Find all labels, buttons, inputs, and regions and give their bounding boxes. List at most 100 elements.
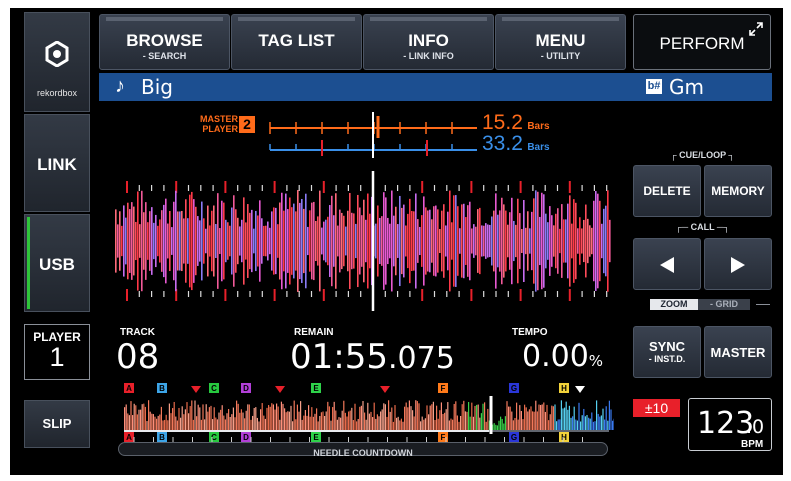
waveform-bar <box>591 227 593 255</box>
tab-tag-list[interactable]: TAG LIST <box>231 14 362 70</box>
master-player-badge: 2 <box>239 116 255 133</box>
zoom-grid-indicator[interactable]: ZOOM - GRID <box>650 299 754 310</box>
master-button[interactable]: MASTER <box>704 326 772 378</box>
waveform-bar <box>459 228 461 254</box>
waveform-bar <box>529 228 531 254</box>
overview-bar <box>157 415 159 430</box>
overview-bar <box>136 414 138 430</box>
overview-bar <box>562 408 564 430</box>
overview-bar <box>519 405 521 430</box>
overview-bar <box>242 412 244 430</box>
overview-bar <box>453 403 455 430</box>
tab-info-label: INFO <box>408 31 449 50</box>
overview-bar <box>325 411 327 430</box>
overview-bar <box>194 400 196 430</box>
overview-bar <box>143 403 145 430</box>
overview-bar <box>402 421 404 430</box>
slip-button[interactable]: SLIP <box>24 400 90 448</box>
memory-button[interactable]: MEMORY <box>704 165 772 217</box>
overview-bar <box>504 416 506 430</box>
tab-info[interactable]: INFO - LINK INFO <box>363 14 494 70</box>
waveform-bar <box>535 190 537 292</box>
tab-top-bar <box>238 17 355 21</box>
call-next-button[interactable] <box>704 238 772 290</box>
overview-bar <box>500 416 502 430</box>
overview-bar <box>140 409 142 430</box>
overview-bar <box>175 416 177 430</box>
rekordbox-button[interactable]: rekordbox <box>24 12 90 112</box>
usb-button[interactable]: USB <box>24 214 90 312</box>
waveform-bar <box>487 224 489 258</box>
hot-cue-marker-top <box>559 383 569 393</box>
overview-bar <box>423 419 425 430</box>
waveform-bar <box>219 228 221 254</box>
overview-bar <box>260 409 262 430</box>
perform-button[interactable]: PERFORM <box>633 14 771 70</box>
waveform-bar <box>257 215 259 267</box>
overview-bar <box>292 421 294 430</box>
overview-bar <box>540 405 542 430</box>
waveform-bar <box>211 210 213 272</box>
call-prev-button[interactable] <box>633 238 701 290</box>
waveform-bar <box>285 193 287 289</box>
waveform-bar <box>403 204 405 278</box>
waveform-bar <box>129 209 131 273</box>
waveform-bar <box>495 193 497 289</box>
overview-bar <box>552 406 554 430</box>
overview-bar <box>544 411 546 430</box>
waveform-bar <box>593 200 595 282</box>
waveform-bar <box>291 207 293 275</box>
remain-label: REMAIN <box>294 327 334 338</box>
tab-browse[interactable]: BROWSE - SEARCH <box>99 14 230 70</box>
needle-countdown-bar[interactable]: NEEDLE COUNTDOWN <box>118 442 608 458</box>
waveform-bar <box>167 223 169 259</box>
overview-bar <box>138 409 140 430</box>
link-button[interactable]: LINK <box>24 114 90 212</box>
waveform-bar <box>405 225 407 257</box>
waveform-bar <box>237 217 239 265</box>
waveform-bar <box>423 196 425 286</box>
waveform-bar <box>147 222 149 260</box>
overview-bar <box>376 414 378 430</box>
waveform-bar <box>231 207 233 275</box>
this-bars-value: 33.2 <box>482 132 523 155</box>
waveform-bar <box>337 225 339 257</box>
overview-bar <box>255 407 257 430</box>
call-title-text: CALL <box>690 222 715 232</box>
waveform-bar <box>241 219 243 263</box>
overview-bar <box>228 408 230 430</box>
waveform-bar <box>347 210 349 272</box>
overview-bar <box>176 420 178 430</box>
waveform-bar <box>173 201 175 281</box>
overview-bar <box>373 402 375 430</box>
tab-menu[interactable]: MENU - UTILITY <box>495 14 626 70</box>
overview-bar <box>247 404 249 430</box>
overview-bar <box>167 420 169 430</box>
waveform-bar <box>121 225 123 257</box>
overview-bar <box>378 416 380 430</box>
sync-button[interactable]: SYNC - INST.D. <box>633 326 701 378</box>
waveform-bar <box>419 226 421 256</box>
cdj-screen: rekordbox LINK USB PLAYER 1 SLIP BROWSE … <box>10 8 783 475</box>
delete-button[interactable]: DELETE <box>633 165 701 217</box>
zoom-divider <box>756 304 770 305</box>
overview-bar <box>600 415 602 430</box>
overview-bar <box>245 410 247 430</box>
waveform-bar <box>333 215 335 267</box>
waveform-bar <box>315 220 317 262</box>
overview-bar <box>372 417 374 430</box>
waveform-bar <box>251 209 253 273</box>
overview-bar <box>168 403 170 430</box>
overview-bar <box>484 402 486 430</box>
waveform-bar <box>545 213 547 269</box>
waveform-bar <box>355 223 357 259</box>
overview-bar <box>277 406 279 430</box>
overview-bar <box>312 416 314 430</box>
waveform-bar <box>199 220 201 262</box>
overview-bar <box>493 423 495 430</box>
overview-bar <box>432 401 434 430</box>
waveform-bar <box>277 224 279 258</box>
hot-cue-letter: G <box>511 433 517 442</box>
overview-bar <box>485 421 487 430</box>
overview-bar <box>263 415 265 430</box>
